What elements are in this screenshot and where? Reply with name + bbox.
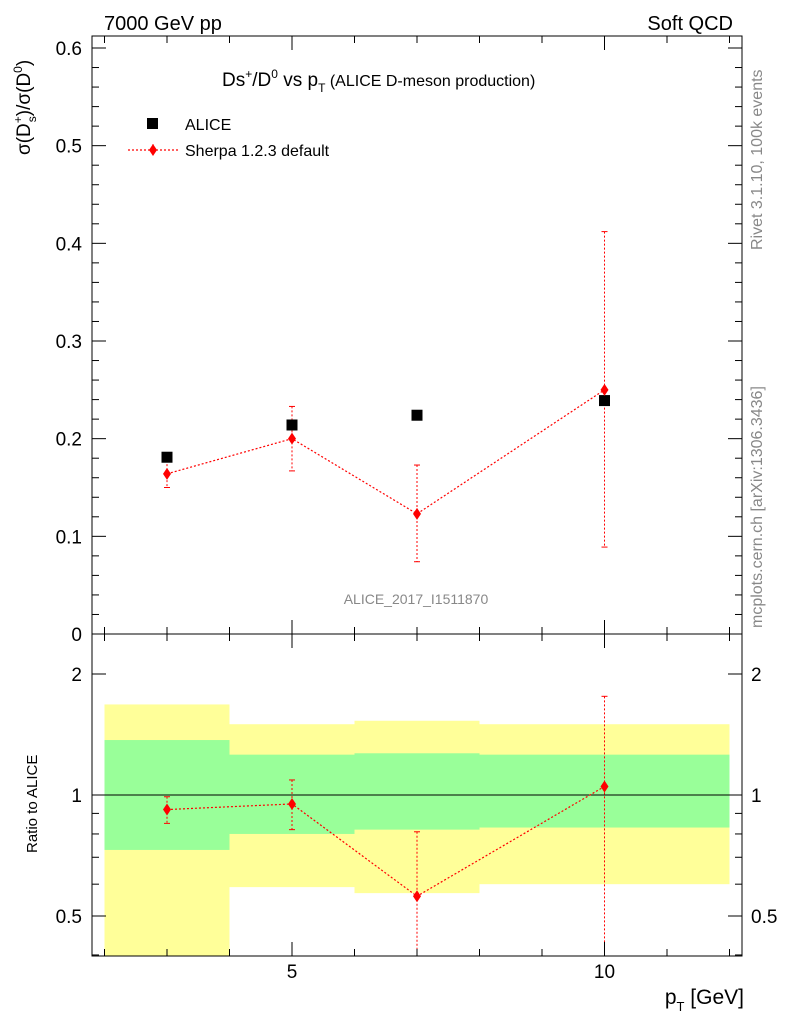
sherpa-point <box>163 467 171 480</box>
ratio-inner-band <box>229 754 355 834</box>
ratio-uncertainty-bands <box>92 704 742 956</box>
ratio-y-tick-label-left: 2 <box>71 665 82 686</box>
legend: ALICE Sherpa 1.2.3 default <box>128 117 330 160</box>
ratio-x-tick-label: 10 <box>594 962 615 983</box>
ratio-y-tick-label-right: 2 <box>751 665 762 686</box>
main-panel: 0 0.1 0.2 0.3 0.4 0.5 0.6 Ds+/D0 vs pT (ALICE … <box>11 35 743 646</box>
ratio-sherpa-point <box>413 890 421 903</box>
main-y-tick-label: 0.1 <box>56 527 82 548</box>
ratio-y-tick-label-left: 1 <box>71 786 82 807</box>
ratio-panel: 5 10 0.5 0.5 1 1 2 2 Ratio to ALICE pT [GeV] <box>24 633 777 1014</box>
ratio-y-tick-label-right: 1 <box>751 786 762 807</box>
alice-point <box>161 451 173 463</box>
main-title: Ds+/D0 vs pT (ALICE D-meson production) <box>222 67 535 95</box>
x-axis-label: pT [GeV] <box>665 986 744 1014</box>
sherpa-point <box>413 507 421 520</box>
ratio-sherpa-point <box>163 803 171 816</box>
ratio-sherpa-point <box>600 780 609 793</box>
legend-sherpa-label: Sherpa 1.2.3 default <box>185 143 330 160</box>
ratio-y-tick-label-right: 0.5 <box>751 907 777 928</box>
main-y-tick-label: 0.6 <box>56 39 82 60</box>
ratio-sherpa-point <box>288 797 296 810</box>
main-y-tick-label: 0.5 <box>56 137 82 158</box>
main-y-axis-label: σ(D+s)/σ(D0) <box>11 60 39 155</box>
sherpa-point <box>288 432 296 445</box>
main-marks <box>161 231 610 563</box>
ratio-y-axis-label: Ratio to ALICE <box>24 755 41 853</box>
sherpa-point <box>600 383 609 396</box>
legend-alice-label: ALICE <box>185 117 231 134</box>
ratio-y-tick-label-left: 0.5 <box>56 907 82 928</box>
main-axis-ticks: 0 0.1 0.2 0.3 0.4 0.5 0.6 <box>56 36 742 646</box>
ratio-marks <box>163 695 609 956</box>
ratio-sherpa-line <box>166 785 605 897</box>
main-y-tick-label: 0 <box>71 625 82 646</box>
header-left-text: 7000 GeV pp <box>104 13 222 35</box>
sherpa-line <box>166 389 605 515</box>
rivet-version-text: Rivet 3.1.10, 100k events <box>749 69 766 250</box>
legend-alice-marker <box>147 118 158 129</box>
alice-point <box>599 395 610 407</box>
mcplots-reference-text: mcplots.cern.ch [arXiv:1306.3436] <box>749 386 766 628</box>
main-y-tick-label: 0.2 <box>56 430 82 451</box>
main-y-tick-label: 0.3 <box>56 332 82 353</box>
alice-point <box>286 419 298 431</box>
ratio-inner-band <box>354 753 480 830</box>
ratio-x-tick-label: 5 <box>287 962 298 983</box>
main-y-tick-label: 0.4 <box>56 234 83 255</box>
legend-sherpa-marker <box>149 144 157 156</box>
alice-point <box>411 409 423 421</box>
header-right-text: Soft QCD <box>647 13 733 35</box>
ratio-axis-ticks: 5 10 0.5 0.5 1 1 2 2 <box>56 634 777 983</box>
analysis-watermark: ALICE_2017_I1511870 <box>344 591 489 607</box>
